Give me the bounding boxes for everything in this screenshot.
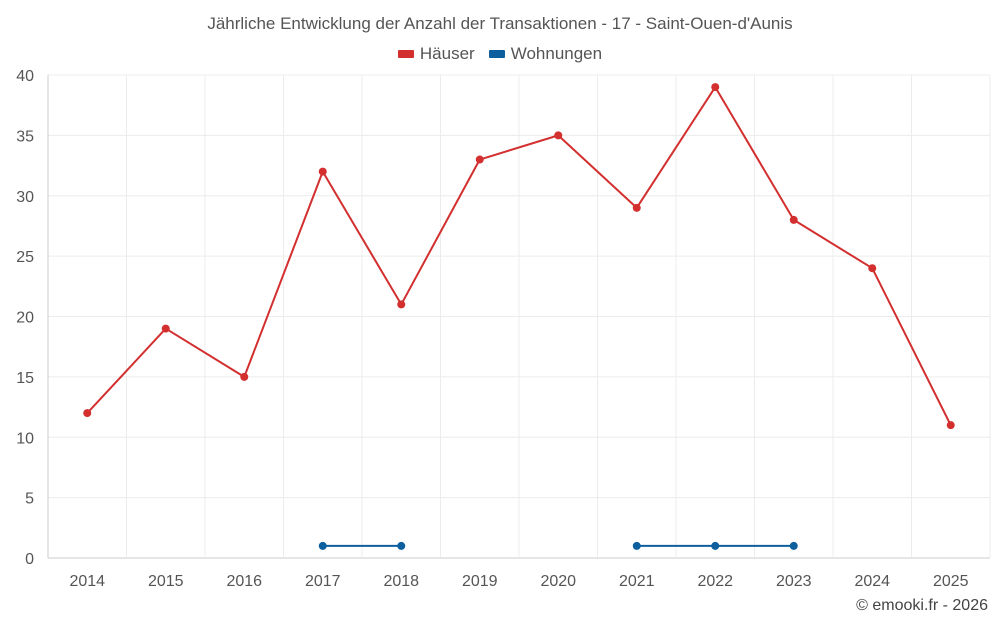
y-tick-label-40: 40 xyxy=(16,68,34,85)
legend-swatch-wohnungen xyxy=(488,50,505,58)
x-tick-label-2014: 2014 xyxy=(69,573,105,590)
y-tick-label-35: 35 xyxy=(16,128,34,145)
x-tick-label-2018: 2018 xyxy=(383,573,419,590)
y-tick-label-20: 20 xyxy=(16,310,34,327)
legend-item-wohnungen[interactable]: Wohnungen xyxy=(488,44,603,64)
y-tick-label-25: 25 xyxy=(16,249,34,266)
legend-swatch-haeuser xyxy=(397,50,414,58)
data-point-wohnungen-2023[interactable] xyxy=(789,541,798,550)
x-tick-label-2021: 2021 xyxy=(619,573,655,590)
y-tick-label-0: 0 xyxy=(25,551,34,568)
data-point-haeuser-2019[interactable] xyxy=(475,155,484,164)
data-point-wohnungen-2022[interactable] xyxy=(711,541,720,550)
data-point-haeuser-2025[interactable] xyxy=(946,421,955,430)
data-point-haeuser-2024[interactable] xyxy=(868,264,877,273)
x-tick-label-2019: 2019 xyxy=(462,573,498,590)
y-tick-label-10: 10 xyxy=(16,430,34,447)
chart-title: Jährliche Entwicklung der Anzahl der Tra… xyxy=(207,14,793,33)
x-tick-label-2017: 2017 xyxy=(305,573,341,590)
data-point-haeuser-2014[interactable] xyxy=(83,409,92,418)
data-point-haeuser-2015[interactable] xyxy=(161,324,170,333)
y-tick-label-15: 15 xyxy=(16,370,34,387)
x-tick-label-2023: 2023 xyxy=(776,573,812,590)
series-line-haeuser-0 xyxy=(86,86,952,426)
chart-legend: Häuser Wohnungen xyxy=(0,44,1000,64)
copyright-text: © emooki.fr - 2026 xyxy=(856,597,988,614)
x-tick-label-2016: 2016 xyxy=(226,573,262,590)
x-tick-label-2020: 2020 xyxy=(540,573,576,590)
data-point-wohnungen-2018[interactable] xyxy=(397,541,406,550)
data-point-haeuser-2020[interactable] xyxy=(554,131,563,140)
legend-label-haeuser: Häuser xyxy=(419,44,475,63)
data-point-haeuser-2018[interactable] xyxy=(397,300,406,309)
y-tick-label-30: 30 xyxy=(16,189,34,206)
data-point-haeuser-2023[interactable] xyxy=(789,215,798,224)
data-point-haeuser-2021[interactable] xyxy=(632,203,641,212)
data-point-haeuser-2022[interactable] xyxy=(711,83,720,92)
data-point-wohnungen-2017[interactable] xyxy=(318,541,327,550)
data-point-haeuser-2016[interactable] xyxy=(240,372,249,381)
x-tick-label-2022: 2022 xyxy=(697,573,733,590)
legend-item-haeuser[interactable]: Häuser xyxy=(397,44,475,64)
legend-label-wohnungen: Wohnungen xyxy=(510,44,603,63)
x-tick-label-2024: 2024 xyxy=(854,573,890,590)
x-tick-label-2025: 2025 xyxy=(933,573,969,590)
data-point-wohnungen-2021[interactable] xyxy=(632,541,641,550)
y-tick-label-5: 5 xyxy=(25,491,34,508)
data-point-haeuser-2017[interactable] xyxy=(318,167,327,176)
x-tick-label-2015: 2015 xyxy=(148,573,184,590)
